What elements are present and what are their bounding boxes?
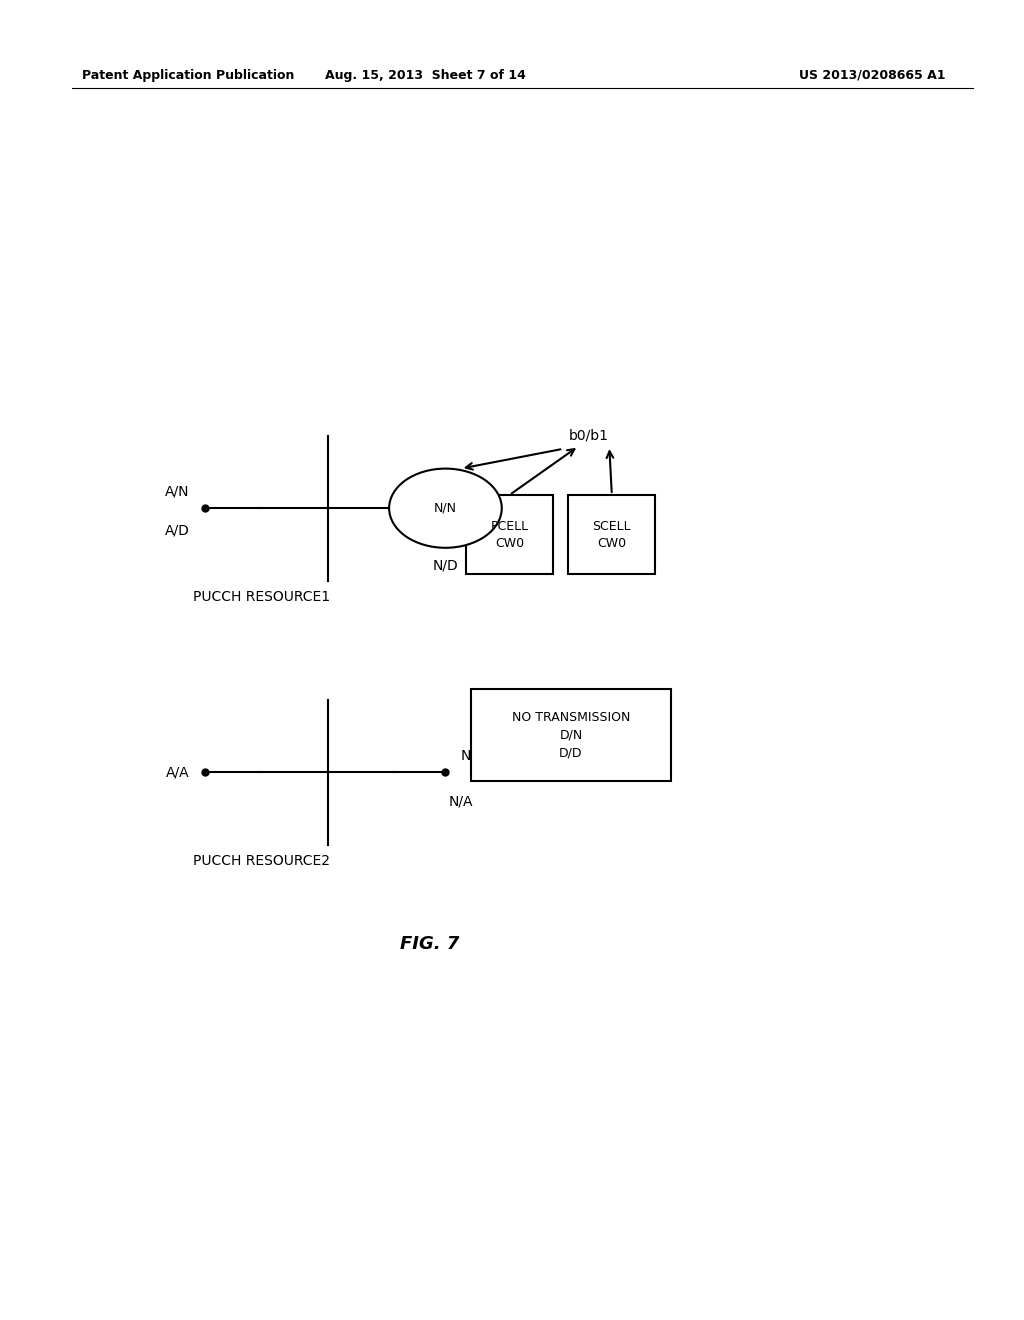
- Text: Patent Application Publication: Patent Application Publication: [82, 69, 294, 82]
- Bar: [466, 495, 553, 574]
- Text: N/D: N/D: [432, 558, 459, 573]
- Text: A/N: A/N: [165, 484, 189, 498]
- Text: FIG. 7: FIG. 7: [400, 935, 460, 953]
- Text: A/D: A/D: [165, 524, 189, 537]
- Text: NO TRANSMISSION
D/N
D/D: NO TRANSMISSION D/N D/D: [512, 710, 630, 760]
- Text: PUCCH RESOURCE1: PUCCH RESOURCE1: [193, 590, 330, 603]
- Ellipse shape: [389, 469, 502, 548]
- Text: Aug. 15, 2013  Sheet 7 of 14: Aug. 15, 2013 Sheet 7 of 14: [325, 69, 525, 82]
- Text: N/A: N/A: [461, 748, 485, 762]
- Text: N/N: N/N: [434, 502, 457, 515]
- Text: PCELL
CW0: PCELL CW0: [490, 520, 528, 549]
- Text: b0/b1: b0/b1: [568, 428, 608, 442]
- Bar: [568, 495, 655, 574]
- Bar: [471, 689, 671, 781]
- Text: A/A: A/A: [166, 766, 189, 779]
- Text: N/A: N/A: [449, 795, 473, 809]
- Text: PUCCH RESOURCE2: PUCCH RESOURCE2: [193, 854, 330, 867]
- Text: SCELL
CW0: SCELL CW0: [593, 520, 631, 549]
- Text: US 2013/0208665 A1: US 2013/0208665 A1: [799, 69, 945, 82]
